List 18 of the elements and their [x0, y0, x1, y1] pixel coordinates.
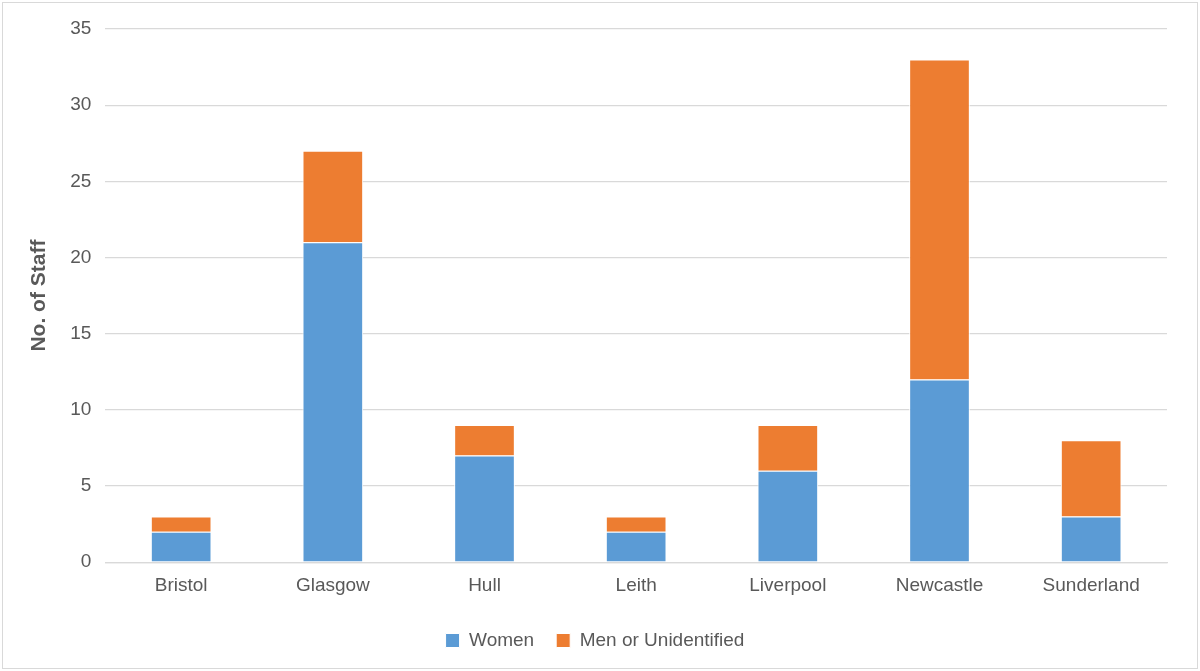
x-tick-label: Hull [468, 573, 501, 595]
y-tick-label: 20 [70, 245, 92, 267]
y-tick-label: 35 [70, 17, 92, 39]
y-tick-label: 15 [70, 321, 92, 343]
y-tick-label: 5 [80, 474, 92, 496]
x-tick-label: Liverpool [749, 573, 827, 595]
y-tick-label: 30 [70, 93, 92, 115]
x-tick-label: Leith [615, 573, 657, 595]
x-tick-label: Glasgow [295, 573, 371, 595]
y-axis-title: No. of Staff [26, 238, 50, 352]
x-tick-label: Sunderland [1042, 573, 1140, 595]
legend-label: Men or Unidentified [579, 628, 745, 650]
y-tick-label: 10 [70, 398, 92, 420]
x-tick-label: Bristol [154, 573, 208, 595]
y-tick-label: 0 [80, 550, 92, 572]
x-tick-label: Newcastle [895, 573, 984, 595]
legend-label: Women [469, 628, 535, 650]
y-tick-label: 25 [70, 169, 92, 191]
